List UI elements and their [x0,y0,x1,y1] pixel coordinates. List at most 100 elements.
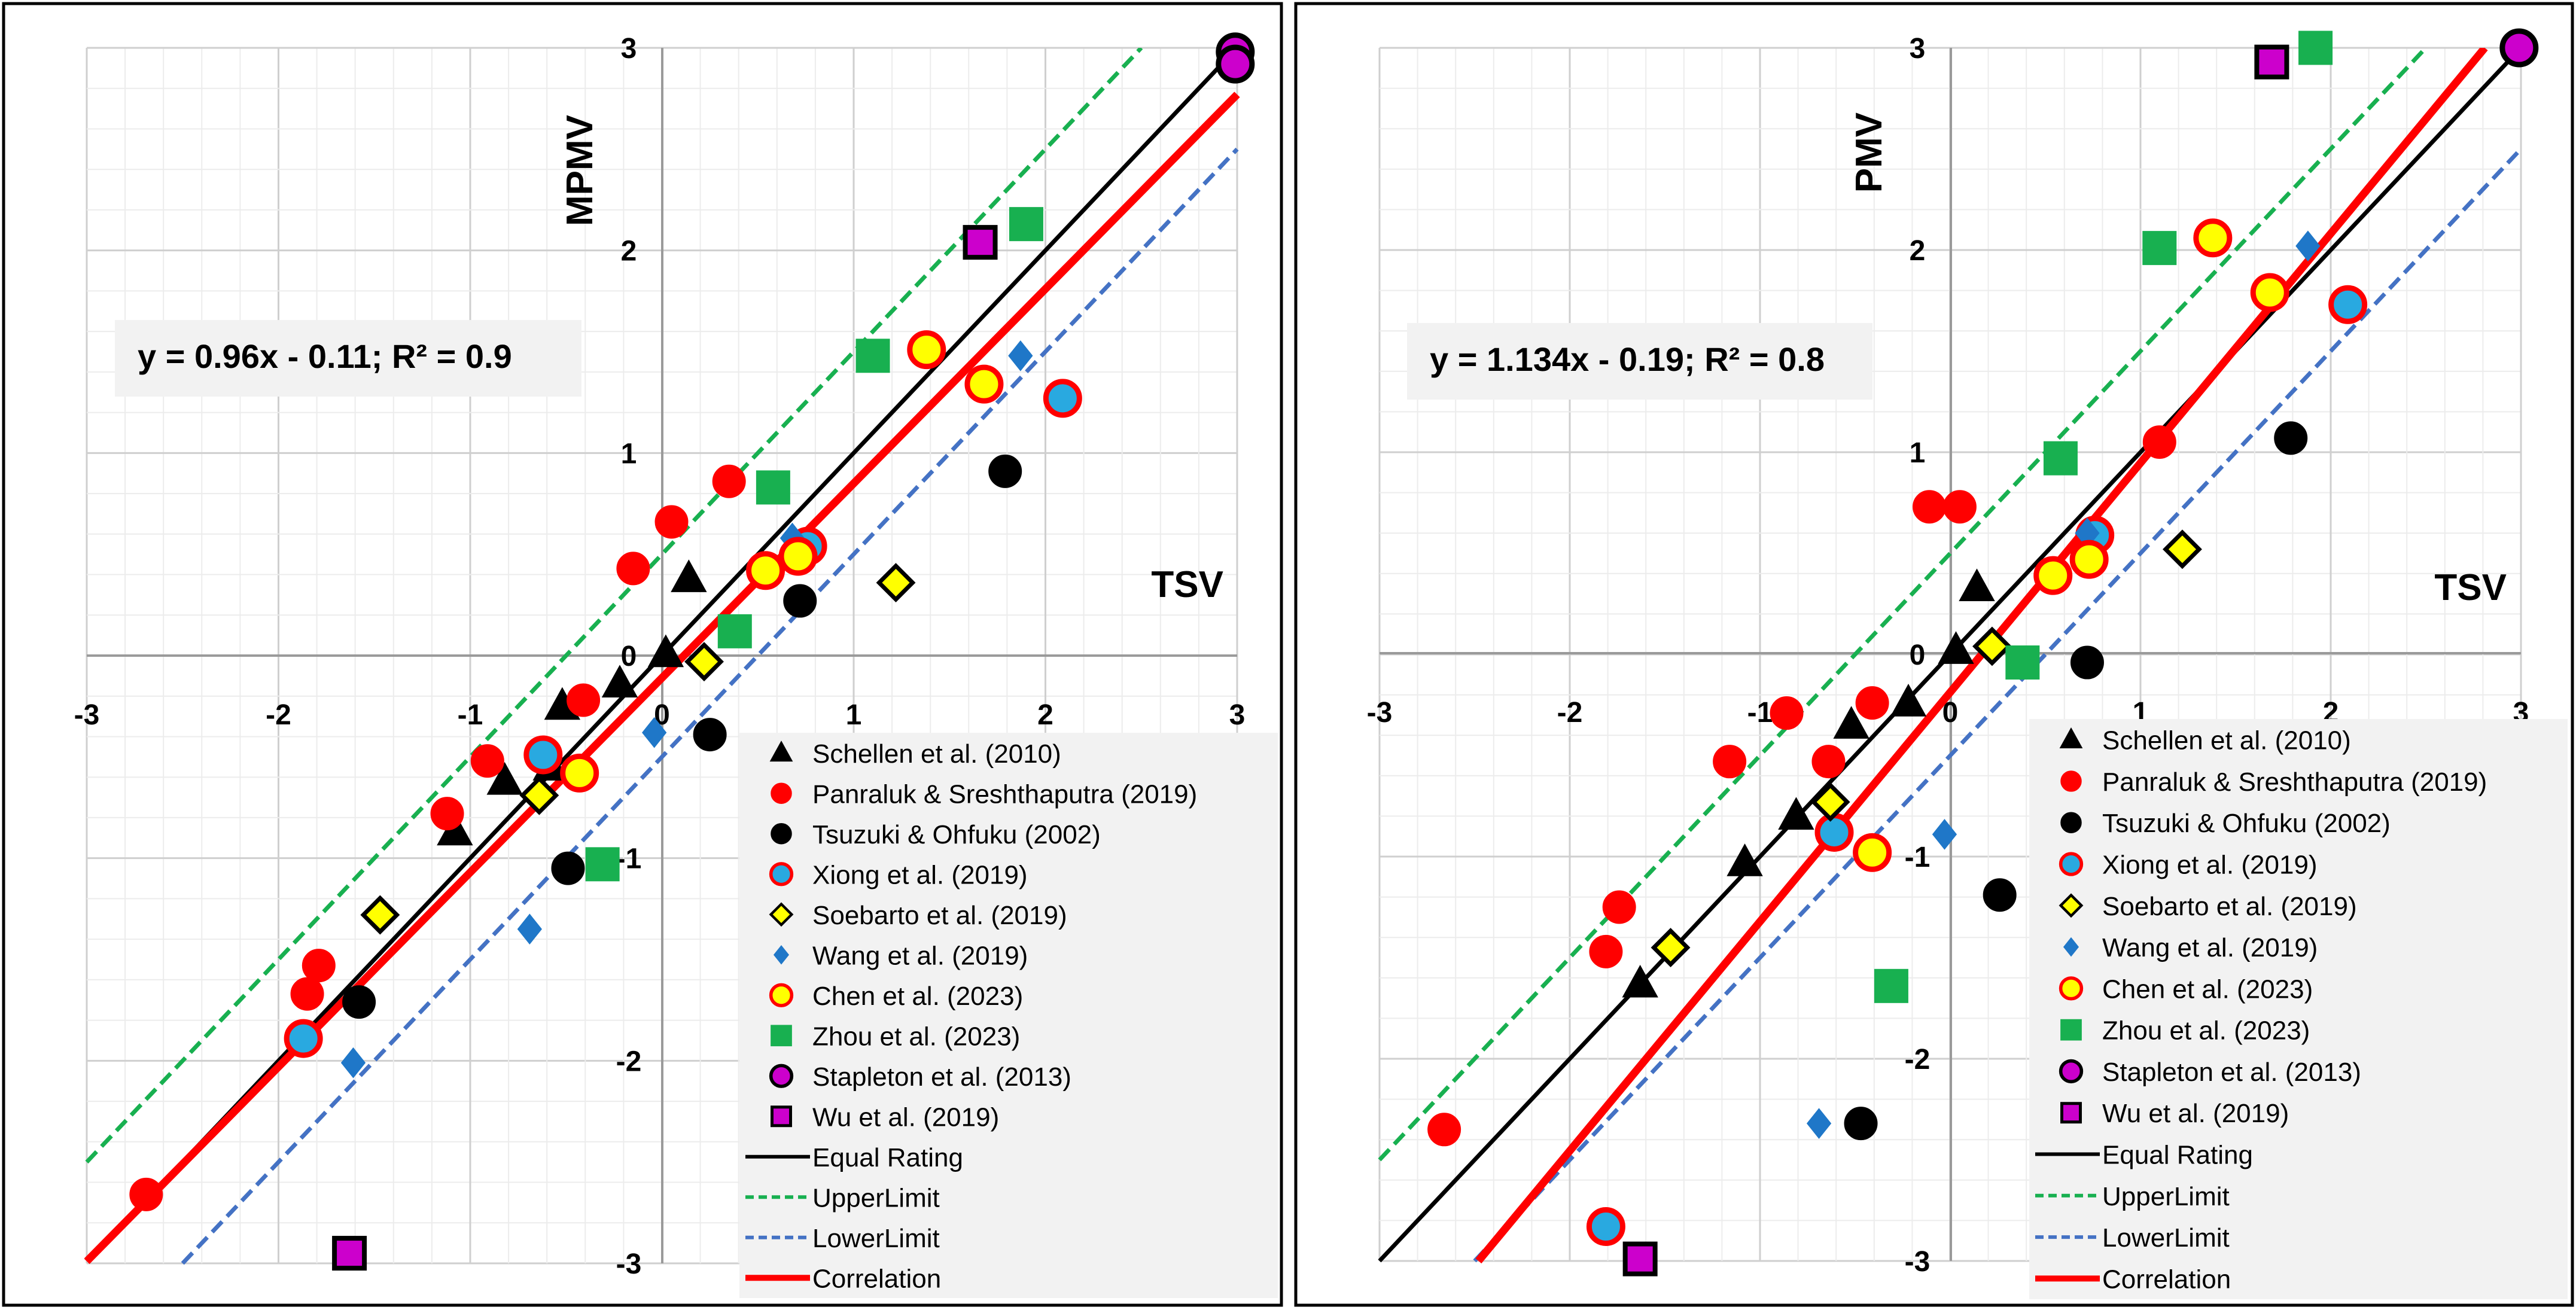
legend-marker [769,741,793,762]
data-point [2298,31,2333,65]
x-tick-label: -3 [74,699,100,731]
data-point [671,559,707,592]
data-point [855,339,890,373]
data-point [964,364,1004,404]
legend-label: UpperLimit [2102,1182,2230,1211]
legend-label: Wu et al. (2019) [812,1102,999,1132]
data-point [1853,833,1892,872]
legend-label: Schellen et al. (2010) [2102,726,2351,755]
data-point [129,1177,163,1211]
legend-item: Tsuzuki & Ohfuku (2002) [2060,809,2391,838]
data-point [1844,1107,1878,1141]
data-point [567,683,601,717]
correlation-line [84,92,1240,1265]
x-tick-label: -1 [458,699,483,731]
legend-item: Zhou et al. (2023) [771,1022,1020,1051]
x-tick-label: -1 [1747,697,1773,729]
legend-item: Panraluk & Sreshthaputra (2019) [2060,767,2487,797]
data-point [1811,745,1846,779]
data-point [1778,797,1814,830]
data-point [1586,1207,1625,1247]
data-point [1622,1241,1658,1277]
y-tick-label: 2 [1910,235,1926,267]
data-point [712,464,746,498]
legend-marker [2059,727,2083,749]
legend-item: Schellen et al. (2010) [769,739,1061,769]
legend-marker [771,782,792,804]
x-tick-label: 3 [1229,699,1246,731]
y-tick-label: 3 [1910,33,1926,65]
series-6 [560,330,1004,793]
series-1 [129,464,746,1211]
data-point [517,913,542,945]
data-point [2295,230,2321,262]
data-point [2274,421,2308,455]
data-point [654,505,689,539]
legend-label: LowerLimit [2102,1223,2230,1253]
legend-marker [2060,812,2082,833]
data-point [284,1019,323,1058]
data-point [1009,207,1043,242]
data-point [1008,340,1033,371]
data-point [1874,968,1908,1003]
legend-item: Wang et al. (2019) [773,941,1028,970]
legend-item: Panraluk & Sreshthaputra (2019) [771,779,1197,809]
legend-background [2029,719,2568,1299]
x-tick-label: 1 [846,699,862,731]
equation-box [115,320,581,397]
y-tick-label: 0 [1910,639,1926,671]
data-point [2005,645,2040,680]
data-point [783,584,817,618]
upperlimit-line [1378,48,2428,1162]
equal-rating-line [181,48,1239,1164]
data-point [1589,934,1623,968]
data-point [340,1047,366,1079]
legend-item: LowerLimit [2035,1223,2230,1253]
data-point [616,552,650,586]
legend-item: Chen et al. (2023) [2059,974,2313,1004]
legend-marker [2060,770,2082,792]
data-point [1932,819,1957,850]
legend-item: Correlation [745,1264,941,1293]
legend-item: Correlation [2035,1265,2231,1294]
legend-marker [2059,893,2084,918]
data-point [302,949,336,983]
y-tick-label: 1 [621,438,637,470]
x-axis-title: TSV [2434,567,2507,608]
data-point [2254,44,2289,80]
data-points [1427,28,2539,1277]
data-point [2069,540,2109,579]
legend-item: Tsuzuki & Ohfuku (2002) [771,820,1101,849]
data-point [360,895,400,935]
data-point [963,225,998,260]
legend-marker [2059,976,2084,1001]
legend-marker [769,902,794,927]
data-point [585,847,620,882]
series-7 [1874,31,2333,1003]
series-2 [342,454,1022,1019]
data-point [684,642,724,682]
legend-label: Equal Rating [812,1143,963,1172]
legend-item: Stapleton et al. (2013) [2059,1058,2361,1087]
data-point [647,634,684,668]
legend-marker [769,1064,794,1088]
legend-item: Wang et al. (2019) [2063,933,2318,962]
legend-label: Schellen et al. (2010) [812,739,1061,769]
legend-marker [2059,852,2084,876]
legend-marker [2059,1059,2084,1084]
chart-frame [2,2,1283,1307]
legend-label: Zhou et al. (2023) [2102,1016,2310,1046]
series-6 [1853,218,2289,872]
lowerlimit-line [181,147,1239,1265]
legend-label: Panraluk & Sreshthaputra (2019) [812,779,1197,809]
legend-label: Stapleton et al. (2013) [2102,1058,2361,1087]
data-point [746,551,785,590]
data-point [560,753,599,793]
data-point [756,470,790,505]
series-9 [332,225,998,1271]
legend-item: Equal Rating [745,1143,963,1172]
lowerlimit-line [1473,147,2523,1263]
data-point [2499,28,2539,68]
data-point [1890,684,1927,717]
